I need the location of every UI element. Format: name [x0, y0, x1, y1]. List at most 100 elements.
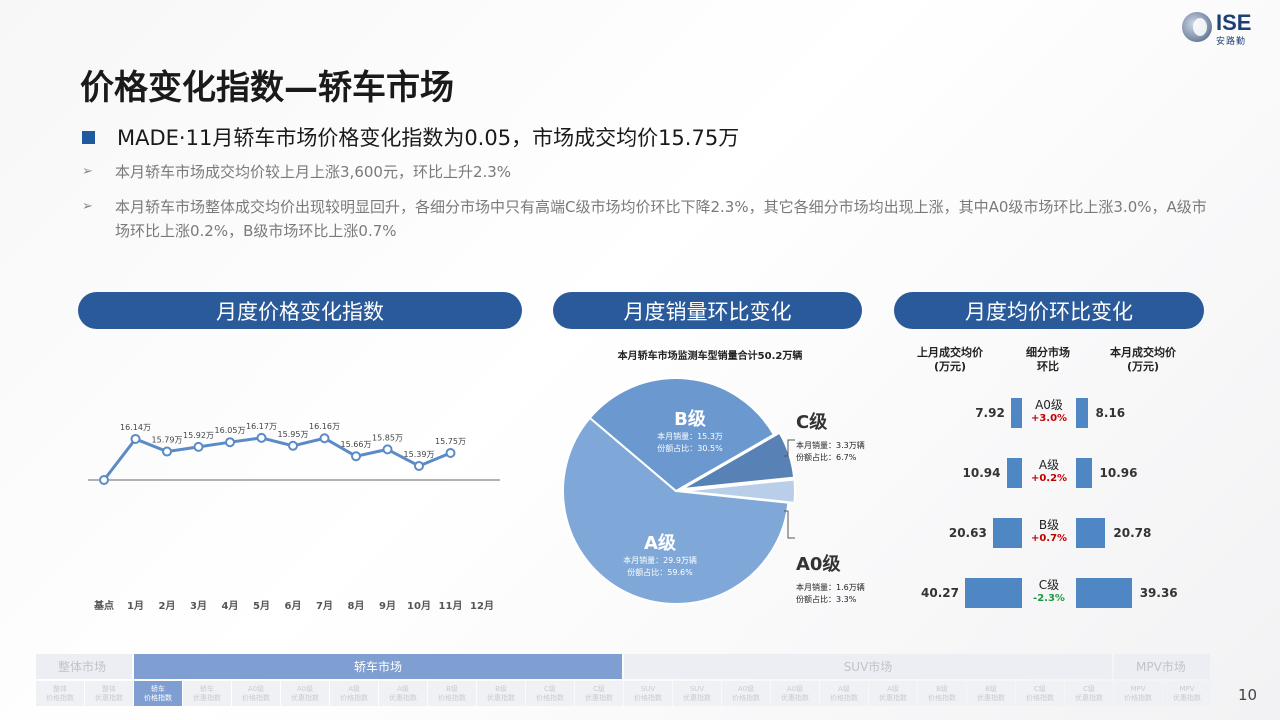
curr-price-value: 10.96	[1099, 466, 1138, 480]
nav-sub-tab[interactable]: A级 价格指数	[820, 681, 868, 706]
nav-sub-tab[interactable]: A级 优惠指数	[869, 681, 917, 706]
nav-sub-tab[interactable]: A0级 优惠指数	[281, 681, 329, 706]
segment-change: +0.7%	[1030, 533, 1068, 544]
share-label: 份额占比：	[657, 444, 698, 453]
avg-header-curr-line2: (万元)	[1126, 360, 1160, 373]
nav-sub-tab[interactable]: MPV 价格指数	[1114, 681, 1162, 706]
sub-bullet-2-text: 本月轿车市场整体成交均价出现较明显回升，各细分市场中只有高端C级市场均价环比下降…	[115, 198, 1207, 240]
line-data-label: 15.92万	[183, 431, 214, 440]
nav-sub-tab[interactable]: A0级 优惠指数	[771, 681, 819, 706]
line-data-label: 15.66万	[341, 440, 372, 449]
nav-group-tab[interactable]: SUV市场	[624, 654, 1112, 679]
prev-price-value: 40.27	[921, 586, 959, 600]
nav-sub-tab[interactable]: MPV 优惠指数	[1163, 681, 1211, 706]
line-point	[99, 475, 109, 485]
pie-label-a-name: A级	[644, 533, 676, 554]
section-header-avg: 月度均价环比变化	[894, 292, 1204, 329]
avg-row: 40.27 C级 -2.3% 39.36	[900, 578, 1220, 612]
nav-sub-tab[interactable]: A级 价格指数	[330, 681, 378, 706]
line-point	[414, 460, 424, 471]
segment-label: C级 -2.3%	[1019, 578, 1079, 606]
line-point	[130, 433, 141, 444]
nav-sub-tab[interactable]: B级 价格指数	[428, 681, 476, 706]
segment-label: A级 +0.2%	[1019, 458, 1079, 486]
line-data-label: 16.17万	[246, 422, 277, 431]
line-point	[445, 448, 456, 458]
line-data-label: 16.16万	[309, 422, 340, 431]
line-point	[162, 446, 172, 457]
avg-header-prev-line1: 上月成交均价	[917, 346, 983, 359]
segment-label: B级 +0.7%	[1019, 518, 1079, 546]
nav-sub-tab[interactable]: C级 优惠指数	[1065, 681, 1113, 706]
line-data-label: 15.79万	[152, 436, 183, 445]
nav-sub-tab[interactable]: A级 优惠指数	[379, 681, 427, 706]
pie-label-a: A级 本月销量：29.9万辆 份额占比：59.6%	[600, 529, 720, 579]
line-point	[225, 437, 235, 448]
prev-price-bar	[1006, 458, 1022, 488]
x-tick-label: 3月	[190, 600, 207, 612]
nav-sub-tab[interactable]: 轿车 价格指数	[134, 681, 182, 706]
x-tick-label: 2月	[159, 600, 176, 612]
segment-name: B级	[1038, 518, 1060, 532]
nav-group-tab[interactable]: MPV市场	[1114, 654, 1210, 679]
x-tick-label: 10月	[407, 600, 431, 612]
x-tick-label: 4月	[222, 600, 239, 612]
avg-header-curr-line1: 本月成交均价	[1110, 346, 1176, 359]
line-data-label: 16.14万	[120, 423, 151, 432]
section-header-sales: 月度销量环比变化	[553, 292, 862, 329]
share-label: 份额占比：	[796, 453, 836, 462]
nav-sub-tab[interactable]: B级 优惠指数	[967, 681, 1015, 706]
pie-slice-A级	[562, 416, 790, 605]
nav-sub-tab[interactable]: SUV 价格指数	[624, 681, 672, 706]
line-point	[319, 433, 330, 444]
avg-row: 20.63 B级 +0.7% 20.78	[900, 518, 1220, 552]
nav-sub-tab[interactable]: SUV 优惠指数	[673, 681, 721, 706]
share-label: 份额占比：	[796, 595, 836, 604]
page-title: 价格变化指数—轿车市场	[80, 68, 454, 108]
nav-sub-tab[interactable]: 整体 价格指数	[36, 681, 84, 706]
x-tick-label: 6月	[285, 600, 302, 612]
curr-price-bar	[1076, 578, 1132, 608]
line-data-label: 16.05万	[215, 426, 246, 435]
x-tick-label: 11月	[439, 600, 463, 612]
pie-a-share: 59.6%	[667, 568, 693, 577]
nav-sub-tab[interactable]: B级 优惠指数	[477, 681, 525, 706]
pie-label-a0-name: A0级	[796, 554, 841, 575]
nav-sub-tab[interactable]: C级 价格指数	[526, 681, 574, 706]
line-point	[256, 432, 267, 443]
pie-b-sales: 15.3万	[697, 432, 723, 441]
prev-price-bar	[965, 578, 1022, 608]
sub-bullet-1: ➢ 本月轿车市场成交均价较上月上涨3,600元，环比上升2.3%	[82, 160, 511, 184]
nav-sub-tab[interactable]: A0级 价格指数	[232, 681, 280, 706]
pie-c-sales: 3.3万辆	[836, 441, 865, 450]
nav-sub-tab[interactable]: 轿车 优惠指数	[183, 681, 231, 706]
section-header-index: 月度价格变化指数	[78, 292, 522, 329]
nav-sub-tab[interactable]: C级 优惠指数	[575, 681, 623, 706]
nav-group-tab[interactable]: 整体市场	[36, 654, 132, 679]
nav-sub-tab[interactable]: A0级 价格指数	[722, 681, 770, 706]
nav-sub-tab[interactable]: B级 价格指数	[918, 681, 966, 706]
arrow-bullet-icon: ➢	[82, 164, 93, 179]
nav-sub-tab[interactable]: C级 价格指数	[1016, 681, 1064, 706]
pie-label-c-name: C级	[796, 412, 828, 433]
nav-group-tab[interactable]: 轿车市场	[134, 654, 622, 679]
nav-sub-tab[interactable]: 整体 优惠指数	[85, 681, 133, 706]
pie-a0-share: 3.3%	[836, 595, 857, 604]
curr-price-bar	[1076, 518, 1106, 548]
main-bullet-text: MADE·11月轿车市场价格变化指数为0.05，市场成交均价15.75万	[117, 126, 740, 150]
logo-mark-icon	[1182, 12, 1212, 42]
avg-header-mid: 细分市场 环比	[1018, 346, 1078, 374]
pie-slice-C级	[681, 431, 796, 491]
avg-header-curr: 本月成交均价 (万元)	[1098, 346, 1188, 374]
curr-price-value: 20.78	[1113, 526, 1152, 540]
x-tick-label: 9月	[379, 600, 396, 612]
segment-name: A级	[1038, 458, 1060, 472]
x-tick-label: 7月	[316, 600, 333, 612]
sub-bullet-1-text: 本月轿车市场成交均价较上月上涨3,600元，环比上升2.3%	[115, 163, 512, 181]
segment-name: C级	[1038, 578, 1060, 592]
x-tick-label: 1月	[127, 600, 144, 612]
logo-text: ISE	[1216, 10, 1252, 35]
pie-label-b: B级 本月销量：15.3万 份额占比：30.5%	[640, 405, 740, 455]
prev-price-bar	[992, 518, 1022, 548]
arrow-bullet-icon: ➢	[82, 199, 93, 214]
